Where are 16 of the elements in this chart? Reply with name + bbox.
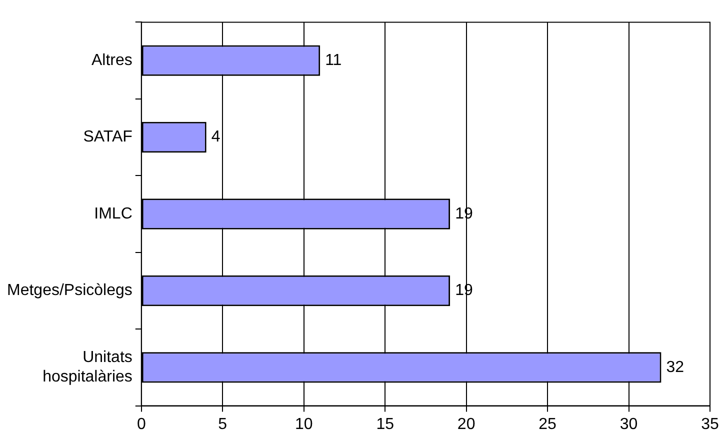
- y-tick-label: Unitats hospitalàries: [42, 349, 132, 386]
- x-tick-label: 5: [218, 416, 228, 433]
- x-tick-label: 10: [294, 416, 313, 433]
- x-tick-label: 20: [457, 416, 476, 433]
- data-label: 11: [325, 52, 342, 69]
- y-tick-label: SATAF: [83, 128, 133, 146]
- y-tick-label: IMLC: [94, 205, 132, 222]
- data-label: 4: [211, 128, 220, 146]
- x-tick-label: 0: [136, 416, 146, 433]
- x-tick-label: 15: [376, 416, 394, 433]
- x-tick-label: 35: [701, 416, 719, 433]
- x-tick-label: 25: [538, 416, 557, 433]
- data-label: 32: [666, 358, 684, 376]
- x-tick-label: 30: [620, 416, 638, 433]
- y-tick-label: Metges/Psicòlegs: [7, 282, 132, 300]
- y-tick-label: Altres: [91, 52, 132, 69]
